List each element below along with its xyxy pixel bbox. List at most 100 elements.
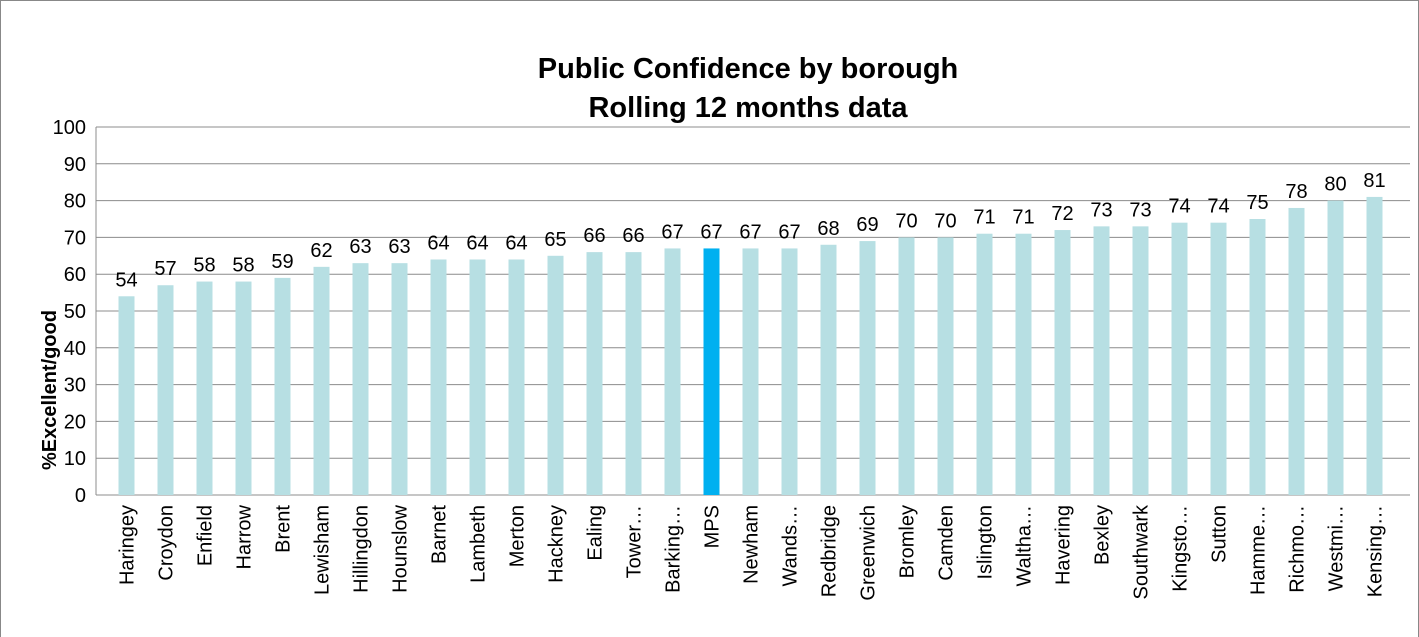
x-tick-label: Haringey [117, 505, 139, 585]
bar [937, 237, 954, 495]
bar [1093, 226, 1110, 496]
y-tick-label: 80 [64, 191, 86, 213]
bar [118, 296, 135, 495]
y-tick-label: 0 [75, 485, 86, 507]
bar [274, 277, 291, 495]
data-label: 68 [817, 218, 839, 240]
y-tick-label: 20 [64, 411, 86, 433]
bar [976, 233, 993, 495]
bar [235, 281, 252, 495]
bar [859, 241, 876, 495]
x-tick-label: Bromley [897, 505, 919, 578]
bar [547, 255, 564, 495]
x-tick-label: Tower… [624, 505, 646, 578]
data-label: 54 [115, 269, 137, 291]
x-tick-label: Waltha… [1014, 505, 1036, 587]
data-label: 72 [1051, 203, 1073, 225]
x-tick-label: Ealing [585, 505, 607, 561]
bar [508, 259, 525, 495]
data-label: 71 [1012, 207, 1034, 229]
bar [1015, 233, 1032, 495]
data-label: 67 [739, 221, 761, 243]
bar [1054, 230, 1071, 496]
data-label: 71 [973, 207, 995, 229]
data-label: 63 [349, 236, 371, 258]
data-label: 65 [544, 229, 566, 251]
bar [157, 285, 174, 495]
y-tick-label: 60 [64, 264, 86, 286]
bar [1366, 196, 1383, 496]
bar [1132, 226, 1149, 496]
x-tick-label: Kensing… [1365, 505, 1387, 597]
data-label: 74 [1207, 196, 1229, 218]
x-tick-label: Hackney [546, 505, 568, 583]
data-label: 70 [934, 210, 956, 232]
data-label: 73 [1129, 199, 1151, 221]
data-label: 62 [310, 240, 332, 262]
bar [781, 248, 798, 495]
data-label: 58 [232, 255, 254, 277]
x-tick-label: Croydon [156, 505, 178, 581]
x-tick-label: Islington [975, 505, 997, 580]
data-label: 78 [1285, 181, 1307, 203]
bar [703, 248, 720, 495]
bar [313, 266, 330, 495]
data-label: 74 [1168, 196, 1190, 218]
bar [391, 263, 408, 495]
x-tick-label: Enfield [195, 505, 217, 566]
x-tick-label: Lewisham [312, 505, 334, 595]
bar [898, 237, 915, 495]
data-label: 81 [1363, 170, 1385, 192]
x-tick-label: Brent [273, 505, 295, 553]
y-tick-label: 30 [64, 375, 86, 397]
x-tick-label: Bexley [1092, 505, 1114, 565]
bar [1327, 200, 1344, 495]
bar [469, 259, 486, 495]
x-tick-label: Havering [1053, 505, 1075, 585]
data-label: 66 [583, 225, 605, 247]
bar [1288, 207, 1305, 495]
bar [430, 259, 447, 495]
x-tick-label: Sutton [1209, 505, 1231, 563]
bar [352, 263, 369, 495]
y-tick-label: 90 [64, 154, 86, 176]
data-label: 73 [1090, 199, 1112, 221]
x-tick-label: Lambeth [468, 505, 490, 583]
bar [625, 252, 642, 495]
bar [196, 281, 213, 495]
x-tick-label: Richmo… [1287, 505, 1309, 593]
x-tick-label: Wands… [780, 505, 802, 587]
bar [586, 252, 603, 495]
x-tick-label: Greenwich [858, 505, 880, 601]
data-label: 66 [622, 225, 644, 247]
bar [742, 248, 759, 495]
x-tick-label: Barnet [429, 505, 451, 564]
x-tick-label: Westmi… [1326, 505, 1348, 591]
x-tick-label: Hamme… [1248, 505, 1270, 595]
data-label: 58 [193, 255, 215, 277]
x-tick-label: Harrow [234, 504, 256, 569]
y-tick-label: 100 [53, 117, 86, 139]
bar [820, 244, 837, 495]
x-tick-label: Merton [507, 505, 529, 567]
data-label: 57 [154, 258, 176, 280]
x-tick-label: Kingsto… [1170, 505, 1192, 592]
data-label: 67 [700, 221, 722, 243]
data-label: 64 [466, 232, 488, 254]
y-axis-title: %Excellent/good [39, 310, 61, 470]
y-tick-label: 70 [64, 227, 86, 249]
x-tick-label: Hounslow [390, 504, 412, 592]
bar [664, 248, 681, 495]
x-tick-label: Hillingdon [351, 505, 373, 593]
data-label: 64 [505, 232, 527, 254]
bar [1171, 222, 1188, 495]
data-label: 80 [1324, 174, 1346, 196]
data-label: 59 [271, 251, 293, 273]
x-tick-label: Barking… [663, 505, 685, 593]
x-tick-label: Southwark [1131, 504, 1153, 599]
data-label: 64 [427, 232, 449, 254]
data-label: 67 [661, 221, 683, 243]
bar [1210, 222, 1227, 495]
x-tick-label: Redbridge [819, 505, 841, 597]
